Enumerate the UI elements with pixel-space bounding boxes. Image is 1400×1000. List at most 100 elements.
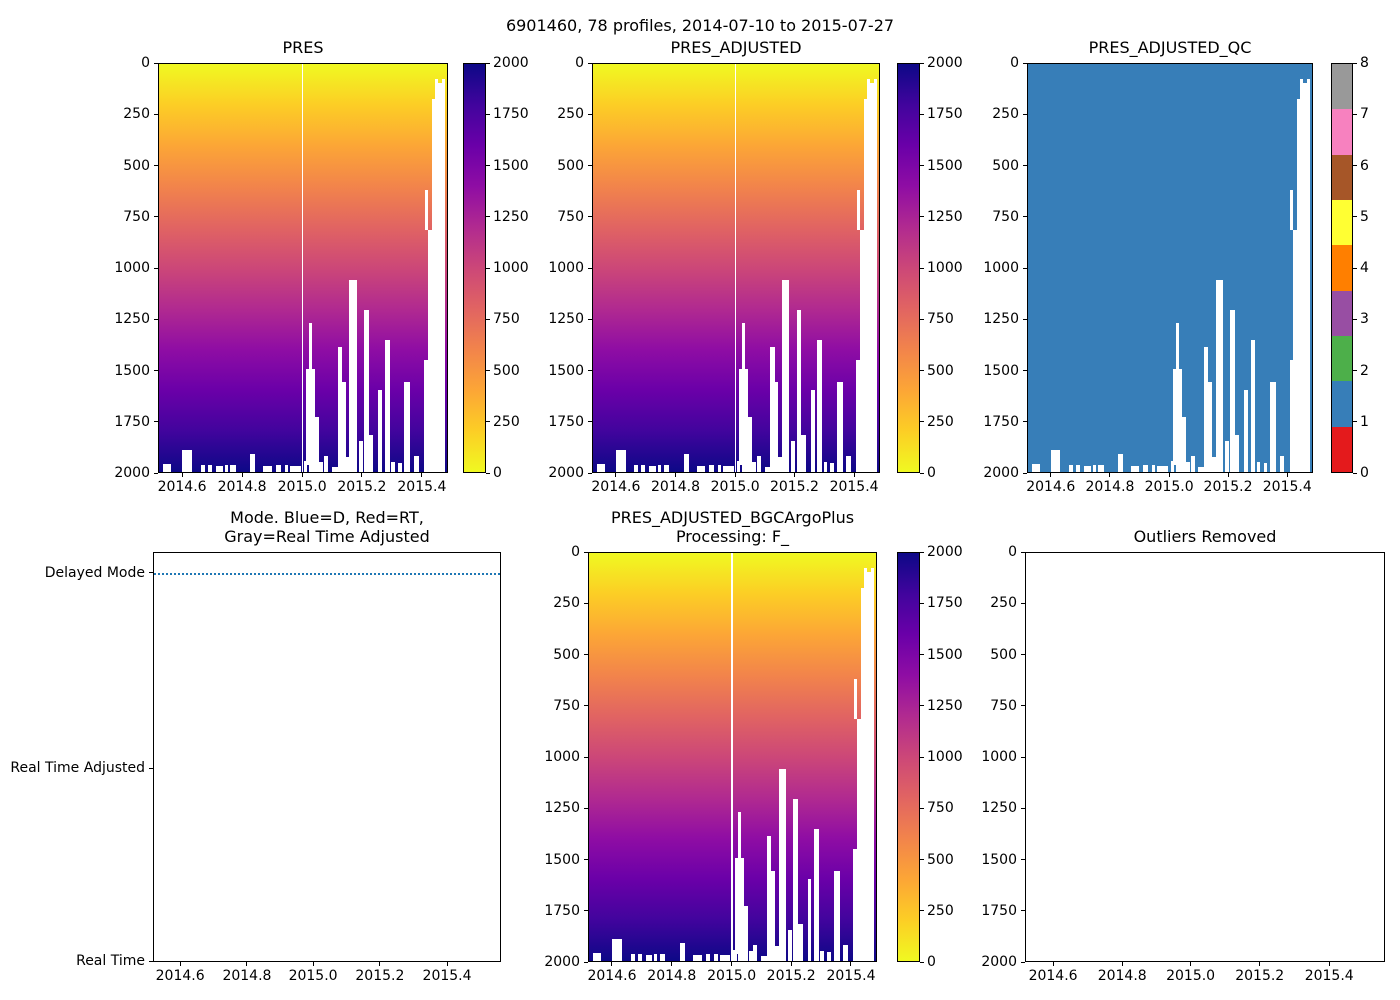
missing-data-gap — [857, 190, 860, 231]
subplot-outliers-removed — [1025, 552, 1385, 962]
y-tick-label: 1750 — [548, 413, 584, 430]
missing-data-gap — [1157, 466, 1168, 472]
missing-data-gap — [771, 871, 775, 961]
colorbar-tick-mark — [920, 472, 924, 474]
missing-data-gap — [814, 828, 819, 961]
missing-data-gap — [861, 587, 865, 961]
qc-colorbar-band — [1332, 154, 1352, 201]
missing-data-gap — [1293, 230, 1298, 472]
missing-data-gap — [660, 953, 666, 961]
colorbar-tick-label: 1000 — [927, 260, 963, 276]
colorbar-tick-label: 250 — [493, 413, 520, 430]
colorbar-tick-mark — [1353, 267, 1357, 269]
x-tick-mark — [731, 962, 733, 966]
missing-data-gap — [1215, 280, 1223, 472]
y-tick-label: 250 — [123, 106, 150, 123]
missing-data-gap — [1230, 309, 1236, 472]
qc-colorbar-band — [1332, 245, 1352, 291]
x-tick-label: 2015.0 — [1166, 968, 1216, 984]
colorbar-tick-mark — [920, 551, 924, 553]
y-tick-mark — [584, 654, 588, 655]
x-tick-mark — [361, 473, 363, 477]
x-tick-label: 2015.0 — [288, 968, 338, 984]
colorbar-tick-label: 1500 — [927, 157, 963, 174]
missing-data-gap — [331, 466, 338, 472]
x-tick-mark — [301, 473, 303, 477]
missing-data-gap — [1198, 466, 1205, 472]
x-tick-mark — [179, 962, 181, 966]
x-tick-mark — [446, 962, 448, 966]
missing-data-gap — [1279, 455, 1285, 472]
x-tick-mark — [1052, 962, 1054, 966]
y-tick-mark — [588, 113, 592, 115]
colorbar-tick-label: 1000 — [927, 749, 963, 765]
x-tick-mark — [671, 962, 673, 966]
missing-data-gap — [311, 369, 315, 472]
missing-data-gap — [645, 955, 653, 961]
missing-data-gap — [817, 339, 823, 472]
y-tick-mark — [584, 961, 588, 963]
missing-data-gap — [1050, 449, 1061, 472]
colorbar-tick-label: 1250 — [493, 208, 529, 225]
x-tick-mark — [181, 473, 183, 477]
missing-data-gap — [867, 572, 872, 961]
figure-title: 6901460, 78 profiles, 2014-07-10 to 2015… — [505, 16, 895, 35]
subplot-title-pres: PRES — [282, 38, 324, 57]
missing-data-gap — [854, 679, 857, 720]
missing-data-gap — [224, 465, 228, 472]
colorbar-tick-mark — [486, 472, 490, 474]
colorbar-tick-mark — [1353, 370, 1357, 371]
qc-colorbar-band — [1332, 426, 1352, 472]
missing-data-gap — [290, 466, 301, 472]
colorbar-tick-label: 1500 — [927, 646, 963, 663]
y-tick-label: 500 — [990, 646, 1017, 663]
x-tick-mark — [793, 473, 795, 477]
missing-data-gap — [341, 382, 346, 472]
missing-data-gap — [427, 230, 433, 472]
colorbar-tick-mark — [1353, 113, 1357, 115]
missing-data-gap — [1130, 466, 1140, 472]
colorbar-tick-label: 1000 — [493, 260, 529, 276]
y-tick-label: 750 — [123, 208, 150, 225]
x-tick-label: 2014.6 — [1028, 968, 1078, 984]
y-tick-label: 1500 — [544, 851, 580, 868]
missing-data-gap — [230, 464, 236, 472]
missing-data-gap — [1290, 190, 1293, 231]
y-tick-label: 0 — [141, 55, 150, 71]
colorbar-tick-mark — [920, 705, 924, 707]
colorbar-tick-mark — [920, 756, 924, 758]
qc-colorbar-band — [1332, 290, 1352, 337]
delayed-mode-dotted-line — [154, 572, 500, 575]
colorbar-tick-mark — [486, 165, 490, 166]
colorbar-tick-label: 3 — [1360, 311, 1369, 328]
y-tick-mark — [154, 62, 158, 64]
x-tick-label: 2014.6 — [1026, 479, 1076, 495]
y-tick-label: 250 — [553, 595, 580, 612]
missing-data-gap — [753, 944, 758, 961]
y-tick-mark — [584, 756, 588, 758]
y-tick-label: Real Time — [76, 953, 145, 970]
missing-data-gap — [1225, 441, 1229, 472]
missing-data-gap — [391, 461, 395, 472]
x-tick-label: 2015.2 — [766, 968, 816, 984]
y-tick-label: 1250 — [981, 800, 1017, 817]
missing-data-gap — [860, 230, 865, 472]
missing-data-gap — [744, 369, 748, 472]
missing-data-gap — [432, 98, 436, 472]
colorbar-tick-label: 4 — [1360, 260, 1369, 276]
missing-data-gap — [641, 465, 646, 472]
missing-data-gap — [384, 339, 390, 472]
colorbar-tick-label: 2000 — [493, 55, 529, 71]
colorbar-tick-label: 250 — [927, 413, 954, 430]
colorbar-tick-label: 500 — [927, 851, 954, 868]
subplot-pres-adjusted-qc — [1027, 63, 1313, 473]
missing-data-gap — [1269, 382, 1276, 472]
colorbar-tick-mark — [920, 961, 924, 963]
missing-data-gap — [1303, 83, 1308, 472]
y-tick-label: 1500 — [983, 362, 1019, 379]
missing-data-gap — [663, 464, 670, 472]
colorbar-tick-mark — [1353, 472, 1357, 474]
missing-data-gap — [1297, 98, 1301, 472]
missing-data-gap — [1075, 465, 1080, 472]
